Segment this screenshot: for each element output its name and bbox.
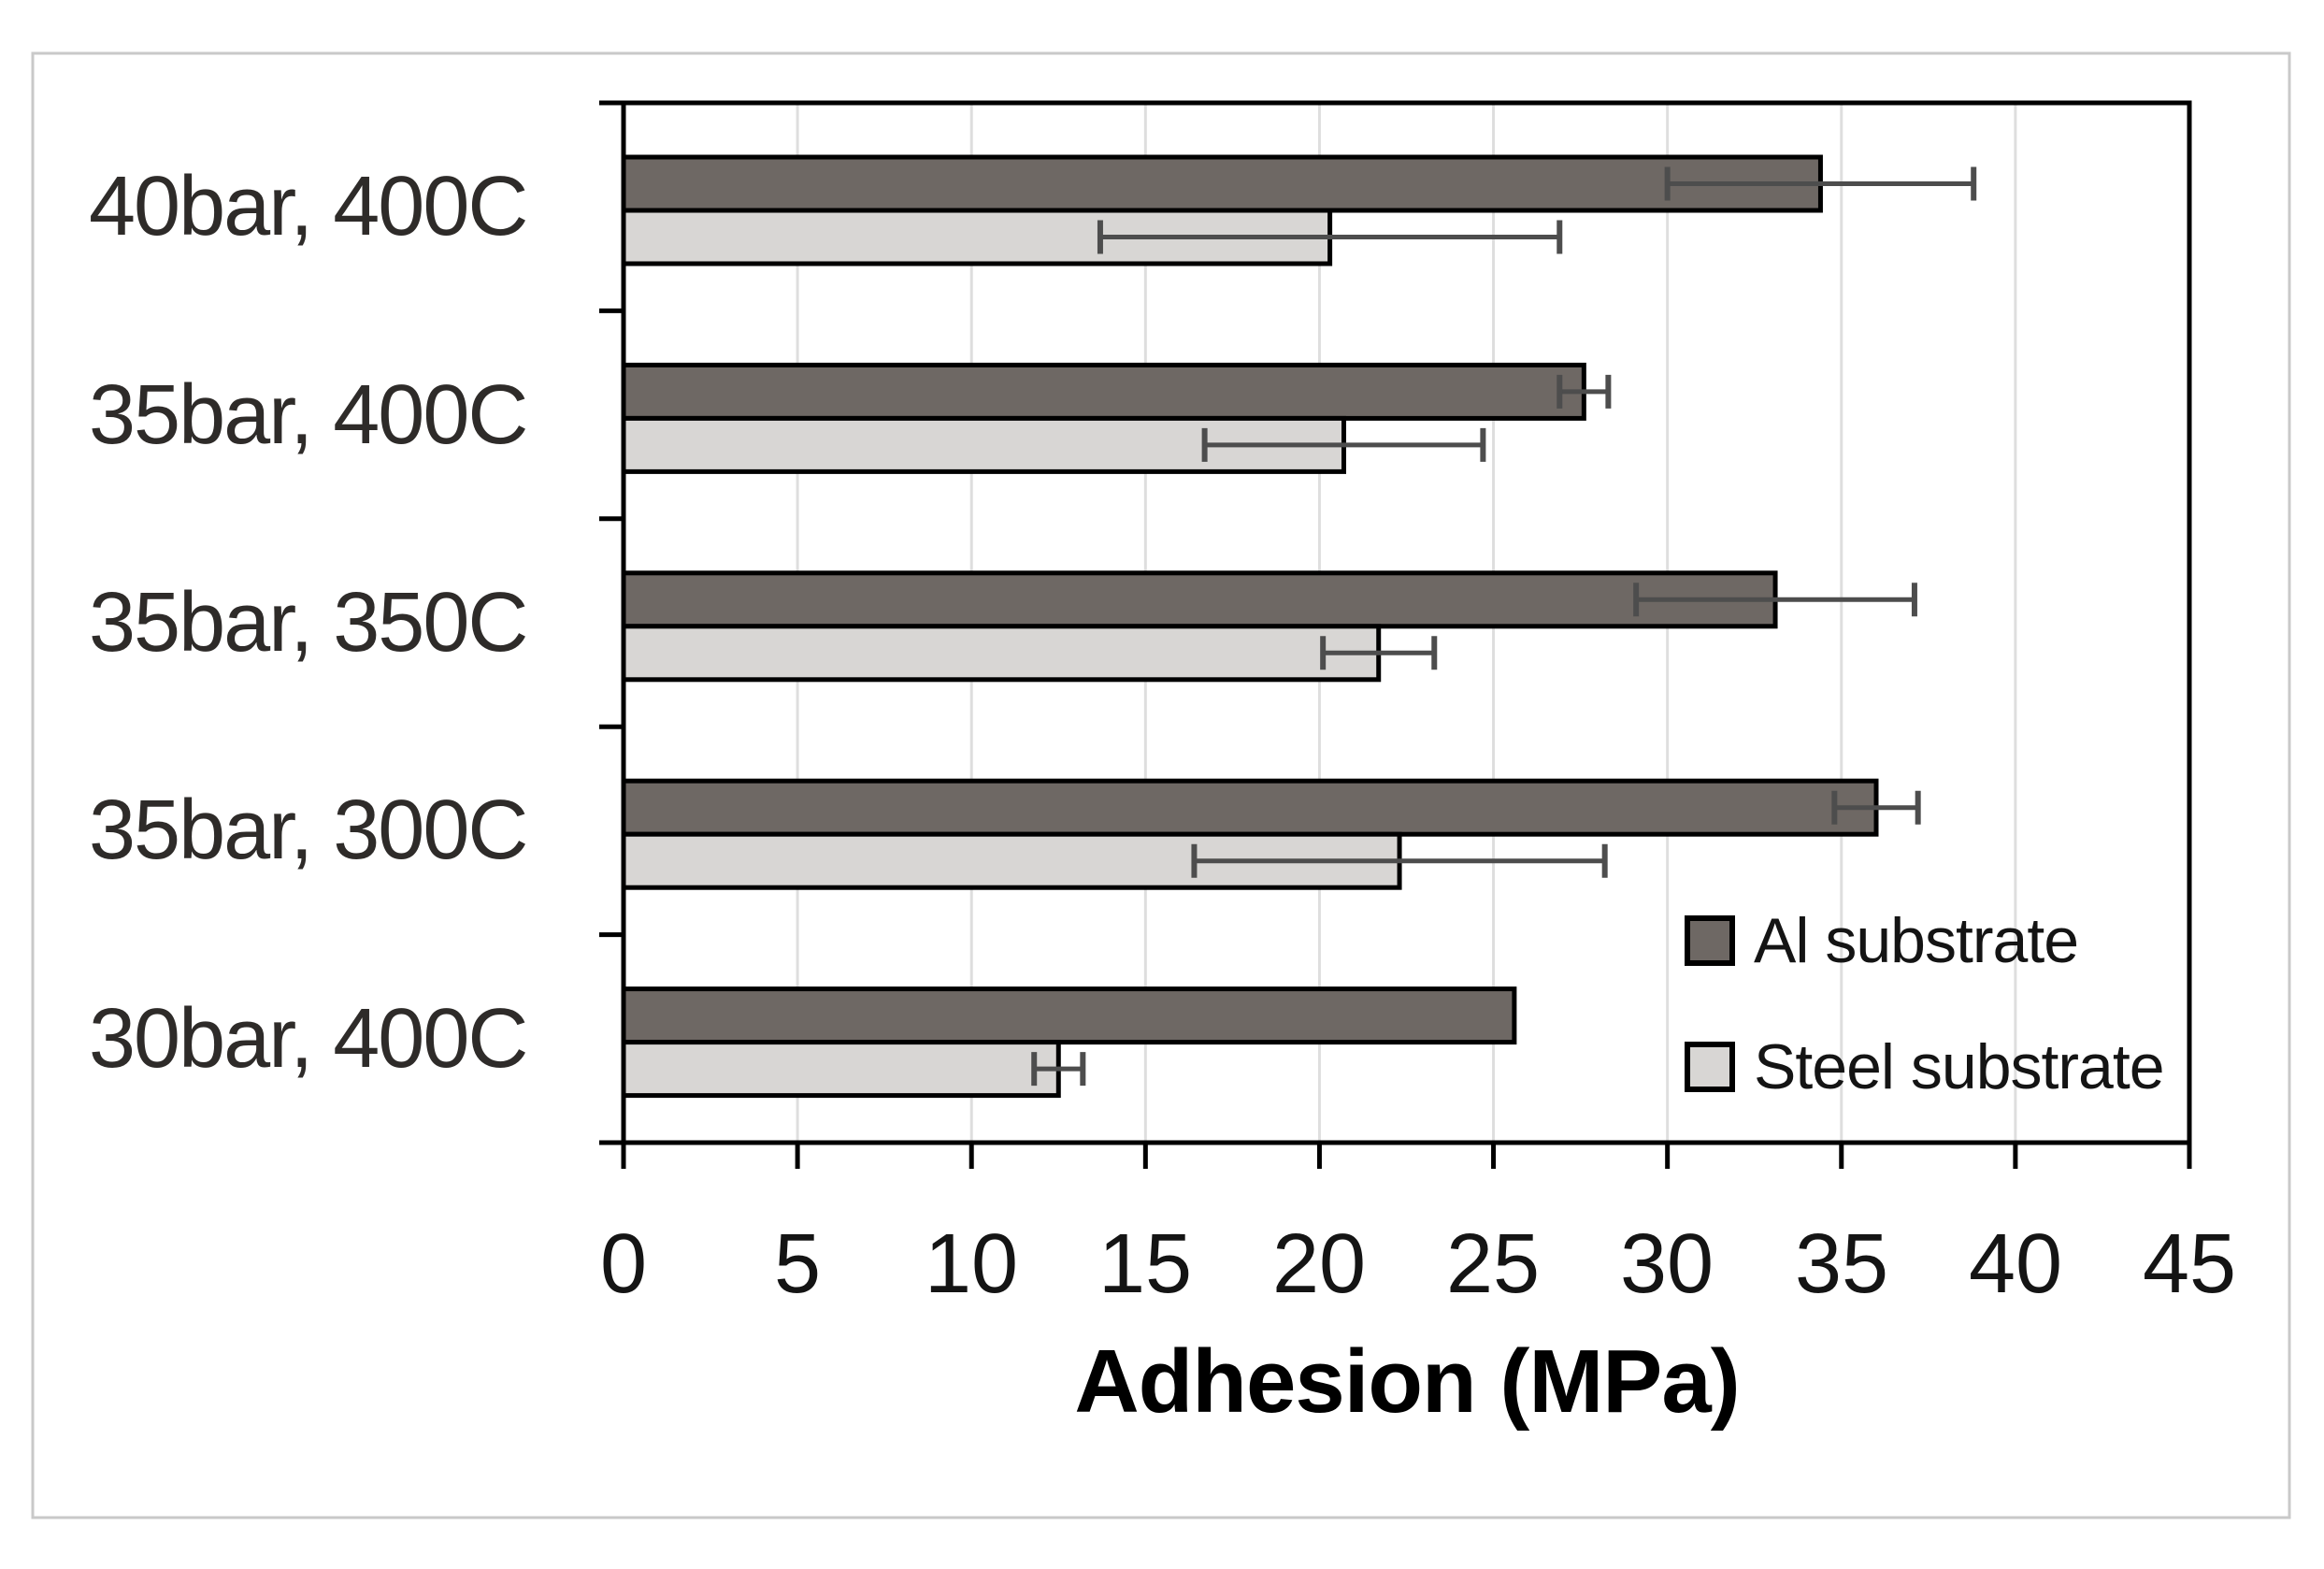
category-label: 35bar, 400C [89, 368, 526, 462]
x-tick-label: 45 [2143, 1217, 2236, 1311]
bar-1-4 [621, 1040, 1061, 1099]
x-tick-label: 15 [1098, 1217, 1192, 1311]
bar-0-1 [621, 362, 1586, 421]
bar-0-3 [621, 778, 1879, 837]
plot-border [621, 100, 2192, 1145]
x-tick-label: 5 [774, 1217, 821, 1311]
bar-1-2 [621, 624, 1382, 683]
bar-0-0 [621, 154, 1823, 213]
x-axis-title: Adhesion (MPa) [1074, 1331, 1739, 1432]
bar-0-4 [621, 986, 1517, 1045]
x-tick-label: 25 [1446, 1217, 1540, 1311]
x-tick-label: 40 [1969, 1217, 2062, 1311]
bar-0-2 [621, 570, 1778, 629]
legend-swatch-steel [1685, 1042, 1735, 1092]
category-label: 35bar, 300C [89, 784, 526, 877]
legend-label-al: Al substrate [1754, 905, 2078, 976]
x-tick-label: 30 [1620, 1217, 1714, 1311]
x-tick-label: 20 [1272, 1217, 1366, 1311]
category-label: 30bar, 400C [89, 992, 526, 1086]
x-tick-label: 10 [925, 1217, 1018, 1311]
x-tick-label: 35 [1795, 1217, 1888, 1311]
category-label: 35bar, 350C [89, 576, 526, 669]
legend-swatch-al [1685, 915, 1735, 966]
category-label: 40bar, 400C [89, 160, 526, 253]
legend: Al substrate Steel substrate [1685, 905, 2165, 1102]
legend-label-steel: Steel substrate [1754, 1031, 2164, 1102]
x-tick-label: 0 [600, 1217, 647, 1311]
plot-area [599, 100, 2192, 1169]
